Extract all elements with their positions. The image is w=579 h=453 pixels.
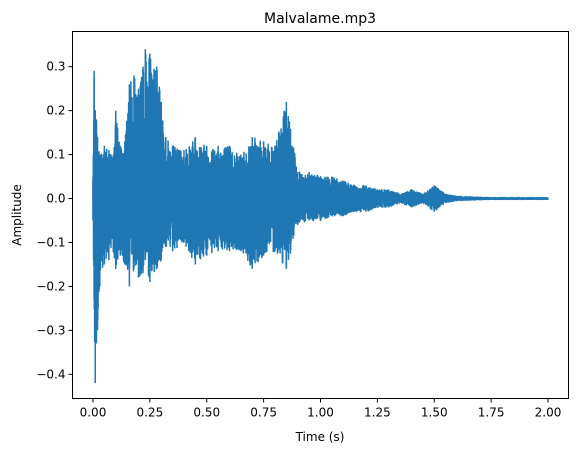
x-tick-label: 0.25 xyxy=(136,406,163,420)
x-tick-label: 1.25 xyxy=(364,406,391,420)
x-tick-label: 1.00 xyxy=(307,406,334,420)
y-tick-label: −0.3 xyxy=(36,323,65,337)
y-tick-label: 0.1 xyxy=(46,148,65,162)
chart-title: Malvalame.mp3 xyxy=(264,11,376,27)
x-tick-label: 1.75 xyxy=(478,406,505,420)
x-tick-label: 0.00 xyxy=(80,406,107,420)
x-tick-label: 1.50 xyxy=(421,406,448,420)
y-tick-label: 0.3 xyxy=(46,60,65,74)
x-tick-label: 2.00 xyxy=(535,406,562,420)
x-tick-label: 0.50 xyxy=(193,406,220,420)
y-axis-label: Amplitude xyxy=(10,184,24,246)
y-tick-label: −0.4 xyxy=(36,367,65,381)
y-tick-label: 0.2 xyxy=(46,104,65,118)
y-tick-label: −0.2 xyxy=(36,279,65,293)
y-tick-label: −0.1 xyxy=(36,235,65,249)
x-axis-label: Time (s) xyxy=(295,430,345,444)
y-tick-label: 0.0 xyxy=(46,192,65,206)
x-tick-label: 0.75 xyxy=(250,406,277,420)
